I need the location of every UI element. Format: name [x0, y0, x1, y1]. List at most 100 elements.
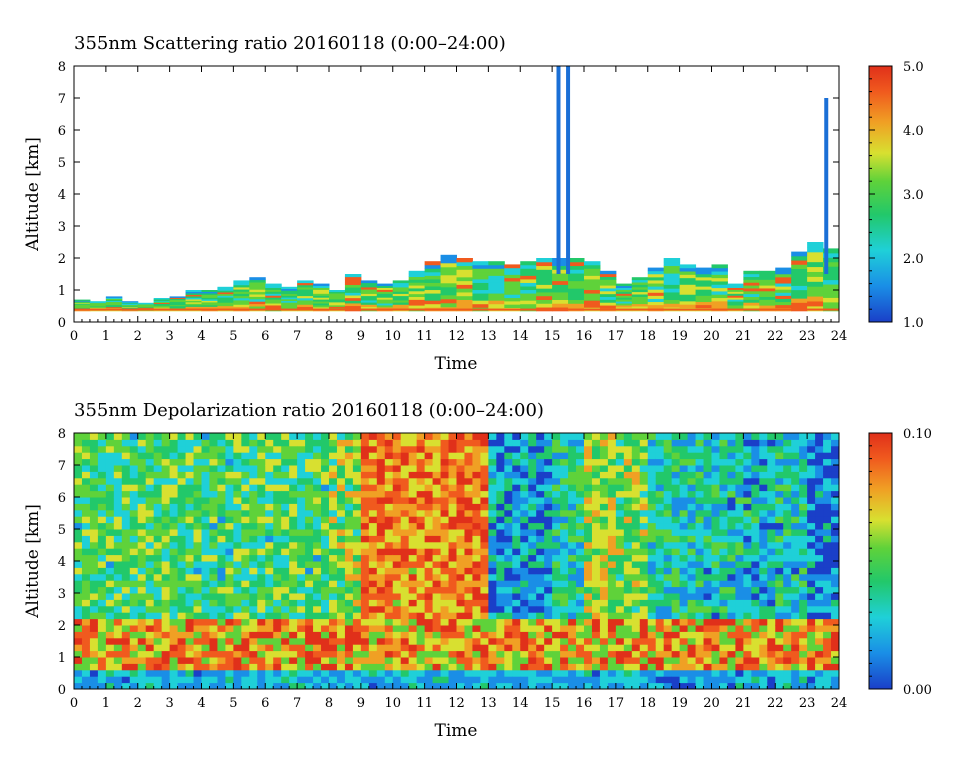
heatmap-cell [520, 484, 529, 492]
heatmap-cell [440, 605, 450, 613]
heatmap-cell [424, 516, 434, 524]
heatmap-cell [584, 289, 601, 294]
heatmap-cell [193, 599, 202, 607]
heatmap-cell [448, 567, 457, 575]
heatmap-cell [743, 554, 752, 562]
heatmap-cell [74, 669, 83, 677]
heatmap-cell [631, 286, 649, 290]
heatmap-cell [472, 286, 489, 291]
heatmap-cell [305, 618, 314, 626]
heatmap-cell [424, 625, 434, 632]
heatmap-cell [177, 477, 187, 485]
heatmap-cell [695, 618, 705, 626]
x-tick-label: 0 [70, 696, 78, 711]
heatmap-cell [329, 303, 346, 306]
heatmap-cell [201, 548, 210, 556]
heatmap-cell [560, 484, 569, 492]
heatmap-cell [568, 522, 577, 530]
heatmap-cell [169, 612, 179, 620]
heatmap-cell [671, 516, 681, 524]
heatmap-cell [137, 650, 147, 658]
heatmap-cell [568, 631, 577, 639]
heatmap-cell [767, 599, 776, 607]
heatmap-cell [591, 471, 601, 479]
heatmap-cell [783, 452, 792, 460]
heatmap-cell [599, 593, 609, 600]
heatmap-cell [751, 631, 760, 639]
heatmap-cell [217, 644, 226, 652]
heatmap-cell [424, 452, 434, 460]
heatmap-cell [344, 618, 354, 626]
heatmap-cell [329, 458, 338, 466]
heatmap-cell [137, 452, 147, 460]
heatmap-cell [544, 445, 553, 453]
heatmap-cell [329, 465, 338, 472]
heatmap-cell [344, 284, 362, 288]
heatmap-cell [249, 650, 258, 658]
heatmap-cell [281, 516, 290, 524]
heatmap-cell [321, 535, 330, 543]
heatmap-cell [360, 299, 378, 303]
heatmap-cell [591, 644, 601, 652]
heatmap-cell [576, 593, 585, 600]
heatmap-cell [265, 548, 274, 556]
heatmap-cell [560, 529, 569, 536]
heatmap-cell [257, 452, 266, 460]
heatmap-cell [105, 300, 123, 303]
heatmap-cell [552, 303, 569, 308]
heatmap-cell [520, 650, 529, 658]
heatmap-cell [313, 303, 330, 306]
heatmap-cell [408, 650, 418, 658]
heatmap-cell [536, 477, 545, 485]
heatmap-cell [823, 261, 840, 267]
heatmap-cell [703, 535, 712, 543]
heatmap-cell [329, 548, 338, 556]
heatmap-cell [759, 490, 768, 498]
heatmap-cell [137, 509, 147, 517]
heatmap-cell [137, 586, 147, 594]
heatmap-cell [281, 452, 290, 460]
heatmap-cell [464, 669, 473, 677]
heatmap-cell [472, 439, 481, 447]
heatmap-cell [408, 567, 418, 575]
heatmap-cell [655, 676, 665, 684]
heatmap-cell [153, 529, 163, 536]
heatmap-cell [687, 593, 697, 600]
heatmap-cell [313, 586, 322, 594]
x-tick-label: 8 [325, 329, 333, 344]
heatmap-cell [568, 445, 577, 453]
heatmap-cell [807, 300, 824, 307]
heatmap-cell [623, 490, 633, 498]
heatmap-cell [217, 300, 234, 303]
heatmap-cell [719, 509, 728, 517]
heatmap-cell [631, 593, 641, 600]
heatmap-cell [257, 529, 266, 536]
heatmap-cell [687, 458, 697, 466]
heatmap-cell [647, 593, 657, 600]
heatmap-cell [297, 291, 314, 294]
heatmap-cell [719, 452, 728, 460]
heatmap-cell [536, 676, 545, 684]
heatmap-cell [807, 465, 816, 472]
heatmap-cell [161, 593, 171, 600]
heatmap-cell [440, 274, 457, 280]
heatmap-cell [544, 509, 553, 517]
heatmap-cell [257, 484, 266, 492]
heatmap-cell [289, 439, 298, 447]
heatmap-cell [799, 477, 808, 485]
heatmap-cell [289, 484, 298, 492]
heatmap-cell [392, 289, 410, 292]
heatmap-cell [552, 554, 561, 562]
heatmap-cell [759, 644, 768, 652]
heatmap-cell [305, 458, 314, 466]
heatmap-cell [329, 304, 346, 307]
heatmap-cell [671, 631, 681, 639]
heatmap-cell [273, 529, 282, 536]
heatmap-cell [408, 644, 418, 652]
heatmap-cell [679, 618, 689, 626]
x-tick-label: 16 [576, 329, 593, 344]
heatmap-cell [607, 605, 617, 613]
heatmap-cell [201, 573, 210, 581]
heatmap-cell [137, 548, 147, 556]
heatmap-cell [265, 471, 274, 479]
